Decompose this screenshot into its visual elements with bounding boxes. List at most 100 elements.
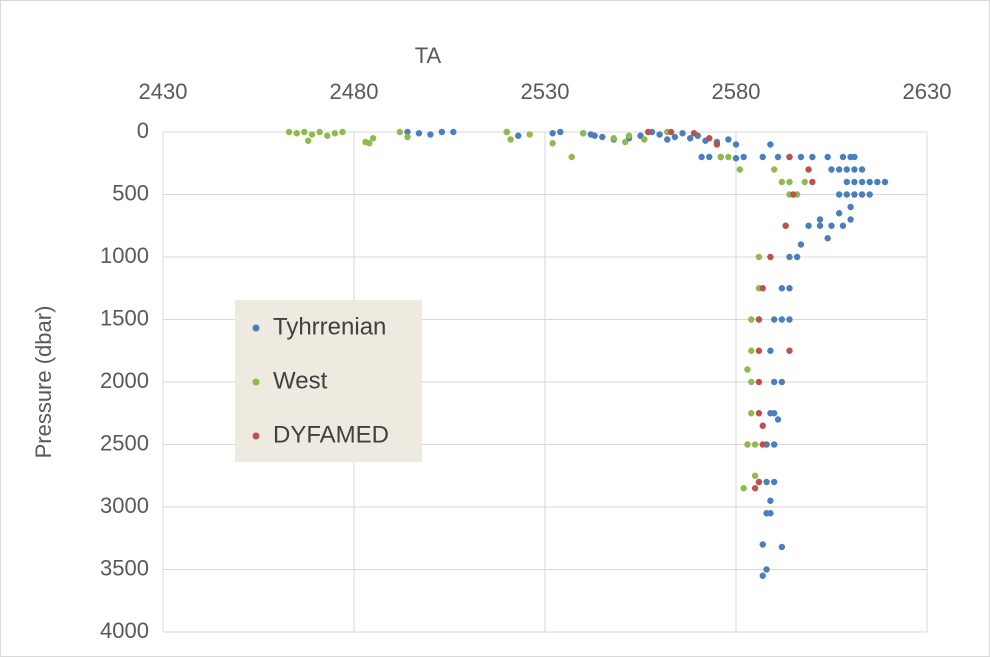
- point: [725, 153, 732, 161]
- point: [847, 203, 854, 211]
- point: [751, 441, 759, 448]
- point: [835, 210, 843, 217]
- point: [786, 253, 793, 261]
- point: [828, 222, 835, 229]
- y-tick-label: 0: [137, 118, 149, 143]
- point: [835, 166, 843, 173]
- point: [816, 222, 824, 229]
- point: [304, 137, 312, 144]
- point: [664, 136, 671, 143]
- point: [690, 130, 698, 137]
- x-tick-label: 2530: [521, 79, 570, 104]
- point: [740, 485, 747, 492]
- point: [763, 566, 770, 573]
- point: [507, 136, 514, 143]
- point: [797, 241, 805, 248]
- point: [706, 135, 713, 142]
- point: [858, 178, 866, 186]
- point: [771, 410, 778, 417]
- point: [805, 166, 812, 173]
- point: [801, 178, 808, 186]
- point: [851, 178, 858, 186]
- x-tick-label: 2580: [712, 79, 761, 104]
- y-tick-label: 2000: [100, 368, 149, 393]
- point: [686, 135, 694, 142]
- point: [526, 131, 533, 138]
- point: [786, 285, 793, 292]
- point: [839, 222, 847, 229]
- point: [767, 497, 774, 504]
- point: [293, 130, 300, 137]
- point: [824, 153, 831, 161]
- point: [759, 541, 766, 548]
- point: [667, 128, 675, 136]
- point: [404, 133, 411, 141]
- point: [748, 378, 755, 386]
- point: [755, 253, 763, 261]
- point: [396, 128, 404, 136]
- point: [763, 478, 770, 486]
- point: [778, 378, 786, 386]
- point: [427, 131, 434, 138]
- point: [438, 128, 446, 136]
- point: [732, 141, 740, 148]
- point: [771, 441, 778, 448]
- point: [805, 222, 812, 229]
- point: [503, 128, 510, 136]
- x-tick-label: 2480: [330, 79, 379, 104]
- y-axis-title: Pressure (dbar): [31, 306, 56, 459]
- point: [858, 166, 866, 173]
- point: [656, 131, 663, 138]
- point: [736, 166, 744, 173]
- point: [767, 510, 774, 517]
- point: [809, 178, 816, 186]
- point: [515, 132, 522, 139]
- point: [744, 366, 751, 373]
- x-tick-label: 2630: [903, 79, 952, 104]
- point: [824, 235, 831, 242]
- point: [713, 141, 721, 148]
- x-tick-label: 2430: [139, 79, 188, 104]
- point: [828, 166, 835, 173]
- point: [759, 441, 766, 448]
- point: [324, 132, 331, 139]
- legend-marker: [252, 432, 260, 440]
- legend-label: DYFAMED: [273, 421, 389, 448]
- point: [851, 166, 858, 173]
- point: [778, 543, 786, 551]
- point: [755, 410, 763, 417]
- point: [771, 166, 778, 173]
- point: [782, 222, 789, 229]
- point: [740, 153, 747, 161]
- point: [843, 166, 850, 173]
- point: [404, 128, 411, 136]
- point: [679, 130, 686, 137]
- point: [732, 155, 740, 162]
- point: [759, 285, 766, 292]
- legend-box: [235, 300, 422, 462]
- point: [790, 191, 797, 198]
- point: [549, 140, 556, 147]
- point: [767, 347, 774, 354]
- point: [858, 191, 866, 198]
- point: [308, 131, 316, 138]
- point: [767, 141, 774, 148]
- point: [874, 178, 881, 186]
- point: [369, 135, 377, 142]
- y-tick-label: 4000: [100, 618, 149, 643]
- point: [771, 316, 778, 323]
- point: [851, 153, 858, 161]
- point: [755, 316, 763, 323]
- point: [786, 316, 793, 323]
- point: [809, 153, 816, 161]
- y-tick-label: 1000: [100, 243, 149, 268]
- point: [748, 316, 755, 323]
- point: [285, 128, 293, 136]
- point: [755, 478, 763, 486]
- point: [793, 253, 801, 261]
- point: [843, 191, 850, 198]
- point: [568, 153, 575, 161]
- point: [843, 178, 850, 186]
